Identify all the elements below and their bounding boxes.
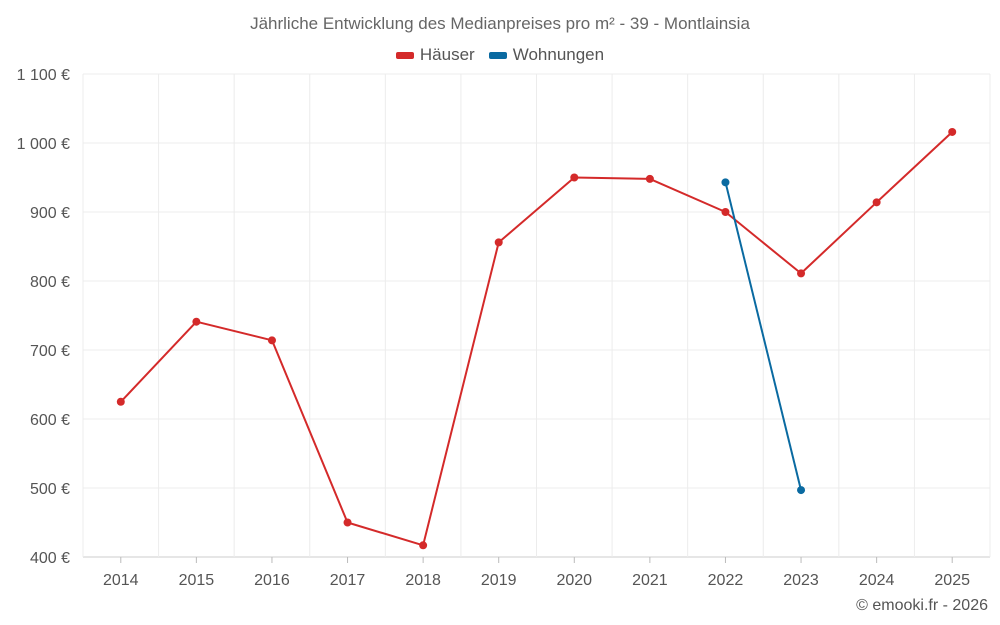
y-tick-label: 800 € [30,274,70,291]
y-tick-label: 900 € [30,205,70,222]
y-tick-label: 700 € [30,343,70,360]
data-point [645,174,654,183]
legend: Häuser Wohnungen [0,45,1000,65]
x-tick-label: 2018 [405,572,441,589]
legend-item[interactable]: Häuser [395,45,475,65]
data-point [570,173,579,182]
y-tick-label: 1 000 € [17,136,70,153]
data-point [192,317,201,326]
y-tick-label: 1 100 € [17,67,70,84]
x-tick-label: 2025 [934,572,970,589]
x-tick-label: 2019 [481,572,517,589]
series-line-Häuser [120,131,953,547]
legend-swatch [395,51,414,59]
x-tick-label: 2023 [783,572,819,589]
legend-swatch [488,51,507,59]
y-tick-label: 600 € [30,412,70,429]
data-point [948,127,957,136]
data-point [797,486,806,495]
data-point [494,238,503,247]
x-tick-label: 2024 [859,572,895,589]
legend-label: Häuser [419,45,475,64]
legend-label: Wohnungen [512,45,605,64]
data-point [267,336,276,345]
data-point [872,198,881,207]
data-point [116,397,125,406]
chart-title: Jährliche Entwicklung des Medianpreises … [250,14,750,33]
x-tick-label: 2017 [330,572,366,589]
x-tick-label: 2020 [556,572,592,589]
x-tick-label: 2021 [632,572,668,589]
data-point [721,178,730,187]
data-point [343,518,352,527]
legend-item[interactable]: Wohnungen [488,45,605,65]
x-tick-label: 2022 [708,572,744,589]
x-tick-label: 2015 [179,572,215,589]
data-point [797,269,806,278]
series-line-Wohnungen [724,182,802,491]
y-tick-label: 400 € [30,550,70,567]
x-tick-label: 2016 [254,572,290,589]
y-tick-label: 500 € [30,481,70,498]
x-tick-label: 2014 [103,572,139,589]
copyright-credit: © emooki.fr - 2026 [856,597,988,614]
data-point [419,541,428,550]
data-point [721,208,730,216]
